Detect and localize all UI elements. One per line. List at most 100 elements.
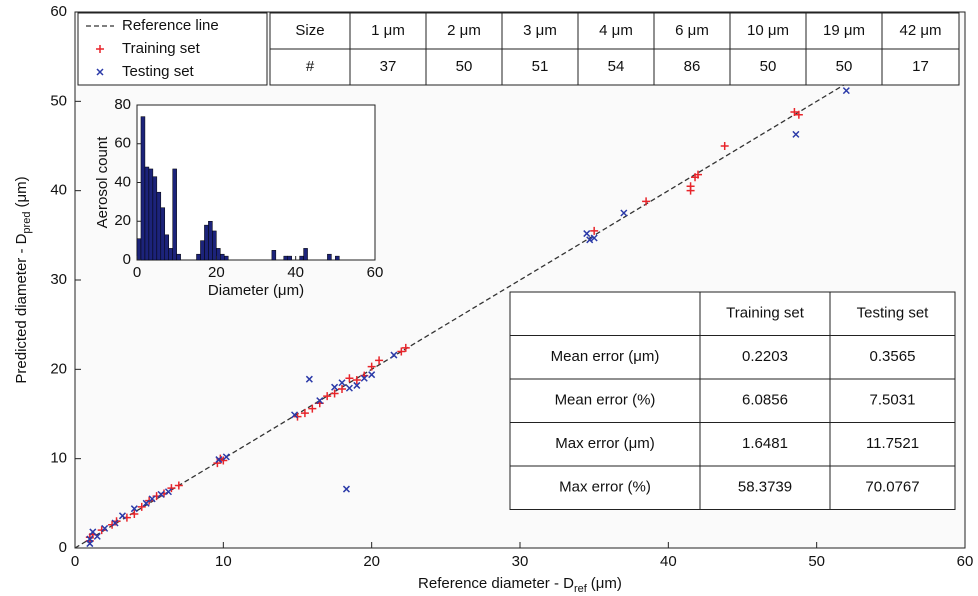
y-tick-label: 0 [59,539,67,556]
table-text: 4 μm [599,22,633,39]
legend-label: Reference line [122,17,219,34]
x-tick-label: 10 [215,553,232,570]
histogram-bar [335,255,340,261]
histogram-bar [172,168,177,261]
table-value: 1.6481 [742,435,788,452]
point [331,383,339,391]
histogram-bar [220,253,225,261]
axis-label-part: (μm) [591,575,622,592]
axis-label-sub: pred [21,212,33,234]
histogram-bar [271,250,277,261]
point [360,374,368,382]
table-cell [509,378,701,423]
point [142,499,150,507]
table-cell [349,12,427,50]
table-value: 0.2203 [742,348,788,365]
table-cell [699,422,831,467]
table-cell [425,48,503,86]
x-tick-label: 60 [367,264,384,281]
axis-label: Aerosol count [94,136,111,229]
histogram-bar [148,168,154,261]
x-tick-label: 20 [208,264,225,281]
histogram-bar [152,176,158,261]
table-text: Size [295,22,324,39]
y-tick-label: 20 [114,212,131,229]
axis-label-part: Predicted diameter - D [13,233,30,383]
table-text: 50 [760,58,777,75]
x-tick-label: 30 [512,553,529,570]
table-cell [805,48,883,86]
point [367,362,376,371]
point [86,540,94,548]
table-value: 11.7521 [866,435,919,452]
table-value: 58.3739 [738,479,792,496]
point [130,510,139,519]
point [586,236,594,244]
table-cell [269,48,351,86]
axis-label: Diameter (μm) [208,282,304,299]
table-text: 37 [380,58,397,75]
point [130,505,138,513]
legend-swatch [96,45,104,53]
axis-label: Reference diameter - Dref (μm) [418,575,622,595]
table-cell [829,465,956,510]
table-cell [699,335,831,380]
point [305,375,313,383]
point [330,389,339,398]
table-cell [509,465,701,510]
table-cell [509,291,701,336]
point [108,520,117,529]
table-value: 70.0767 [865,479,919,496]
table-value: 0.3565 [870,348,916,365]
table-text: 3 μm [523,22,557,39]
histogram-bar [164,234,169,261]
table-text: 2 μm [447,22,481,39]
axis-label-part: Reference diameter - D [418,575,574,592]
point [590,226,599,235]
point [137,502,146,511]
table-cell [881,48,960,86]
point [174,481,183,490]
point [368,371,376,379]
table-text: 50 [456,58,473,75]
point [590,234,598,242]
table-text: 19 μm [823,22,865,39]
table-text: 10 μm [747,22,789,39]
point [291,411,299,419]
point [101,524,109,532]
table-cell [699,378,831,423]
point [293,412,302,421]
point [686,186,695,195]
histogram-bar [196,253,201,261]
table-cell [805,12,883,50]
histogram-bar [283,255,288,261]
table-cell [829,378,956,423]
table-cell [729,12,807,50]
y-tick-label: 30 [50,271,67,288]
table-cell [577,48,655,86]
point [300,409,309,418]
x-tick-label: 0 [133,264,141,281]
point [215,456,223,464]
table-text: 86 [684,58,701,75]
histogram-bar [136,238,142,261]
table-cell [829,335,956,380]
point [316,397,324,405]
point [720,142,729,150]
table-value: 6.0856 [742,392,788,409]
point [157,490,165,498]
point [148,495,156,503]
histogram-bar [140,116,146,261]
point [323,392,332,401]
x-tick-label: 20 [363,553,380,570]
point [691,173,700,182]
table-value: 7.5031 [870,392,916,409]
point [375,356,384,365]
point [390,351,398,359]
y-tick-label: 50 [50,92,67,109]
y-tick-label: 80 [114,96,131,113]
y-tick-label: 40 [50,182,67,199]
x-tick-label: 40 [287,264,304,281]
y-tick-label: 40 [114,173,131,190]
